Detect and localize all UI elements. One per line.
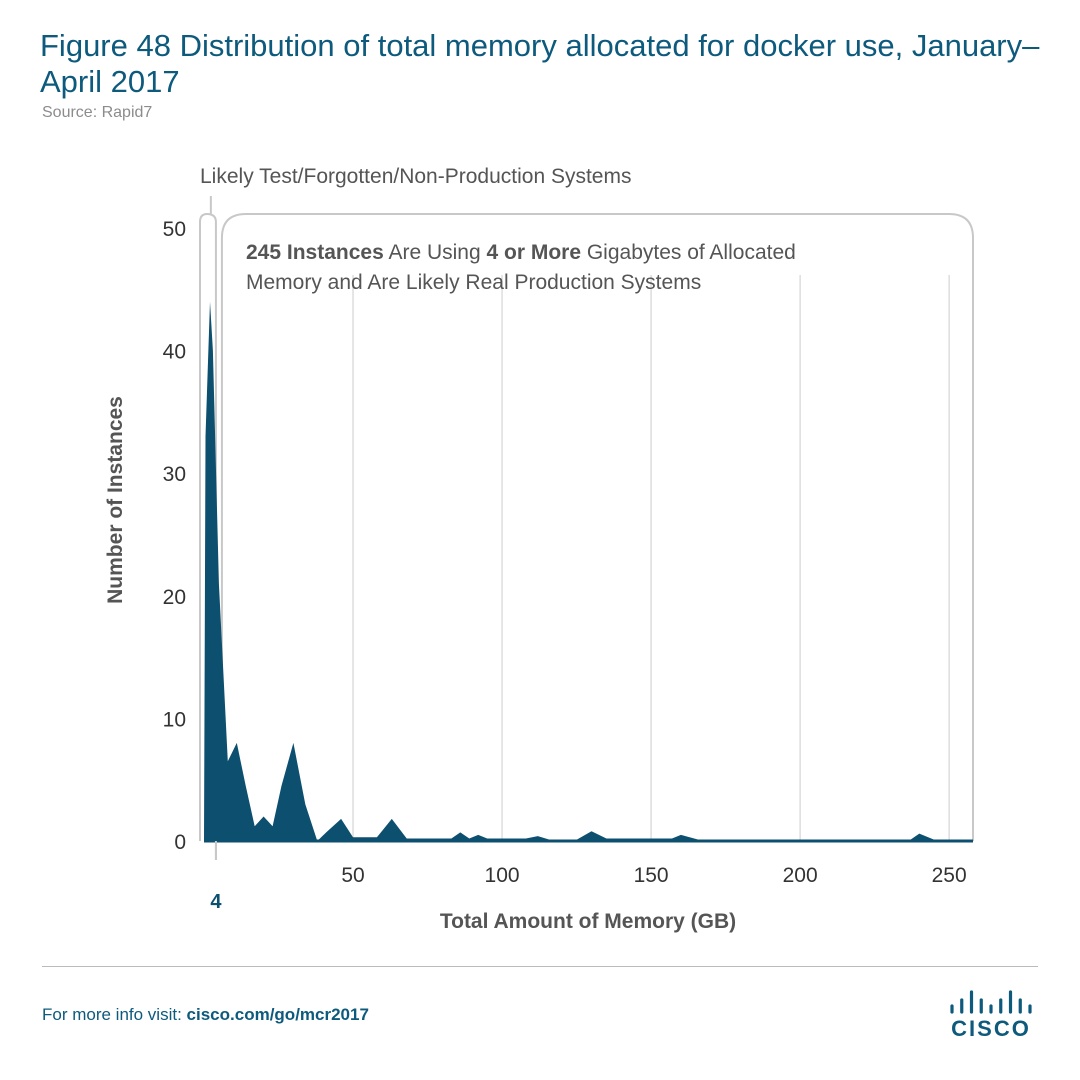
x-marker-label: 4 — [210, 891, 222, 913]
y-tick-label-30: 30 — [163, 463, 186, 486]
area-series — [204, 301, 973, 842]
x-tick-label-150: 150 — [634, 864, 669, 887]
right-bracket-annotation-line-1: 245 Instances Are Using 4 or More Gigaby… — [246, 241, 796, 264]
footer-text: For more info visit: cisco.com/go/mcr201… — [42, 1005, 369, 1025]
chart-source: Source: Rapid7 — [42, 104, 153, 121]
right-bracket-annotation-line-2: Memory and Are Likely Real Production Sy… — [246, 271, 701, 294]
footer-link[interactable]: cisco.com/go/mcr2017 — [186, 1005, 369, 1024]
y-tick-label-0: 0 — [174, 831, 186, 854]
x-tick-labels: 50 100 150 200 250 — [341, 864, 966, 887]
x-tick-label-100: 100 — [485, 864, 520, 887]
chart-title: Figure 48 Distribution of total memory a… — [40, 28, 1040, 99]
left-bracket — [199, 212, 217, 860]
cisco-logo-text: CISCO — [951, 1016, 1031, 1040]
annotation-run-3: Gigabytes of Allocated — [581, 241, 796, 264]
grid-lines — [352, 275, 950, 841]
annotation-run-2: 4 or More — [486, 241, 581, 264]
cisco-bridge-bars — [950, 990, 1032, 1014]
y-tick-labels: 0 10 20 30 40 50 — [163, 218, 186, 854]
y-tick-label-40: 40 — [163, 341, 186, 364]
cisco-logo-icon: CISCO — [950, 990, 1032, 1040]
footer-divider — [42, 966, 1038, 967]
left-bracket-annotation: Likely Test/Forgotten/Non-Production Sys… — [200, 165, 631, 188]
x-tick-label-250: 250 — [932, 864, 967, 887]
right-bracket — [220, 213, 974, 841]
y-tick-label-10: 10 — [163, 708, 186, 731]
footer-prefix: For more info visit: — [42, 1005, 187, 1024]
memory-distribution-chart: 0 10 20 30 40 50 50 100 150 200 250 4 Total Amoun… — [104, 165, 974, 933]
annotation-brackets — [199, 196, 974, 860]
x-tick-label-200: 200 — [783, 864, 818, 887]
x-axis-title: Total Amount of Memory (GB) — [440, 910, 736, 933]
annotation-run-0: 245 Instances — [246, 241, 384, 264]
y-tick-label-50: 50 — [163, 218, 186, 241]
annotation-run-3-cont: Memory and Are Likely Real Production Sy… — [246, 271, 701, 294]
y-axis-title: Number of Instances — [104, 396, 127, 604]
x-tick-label-50: 50 — [341, 864, 364, 887]
y-tick-label-20: 20 — [163, 586, 186, 609]
annotation-run-1: Are Using — [384, 241, 487, 264]
